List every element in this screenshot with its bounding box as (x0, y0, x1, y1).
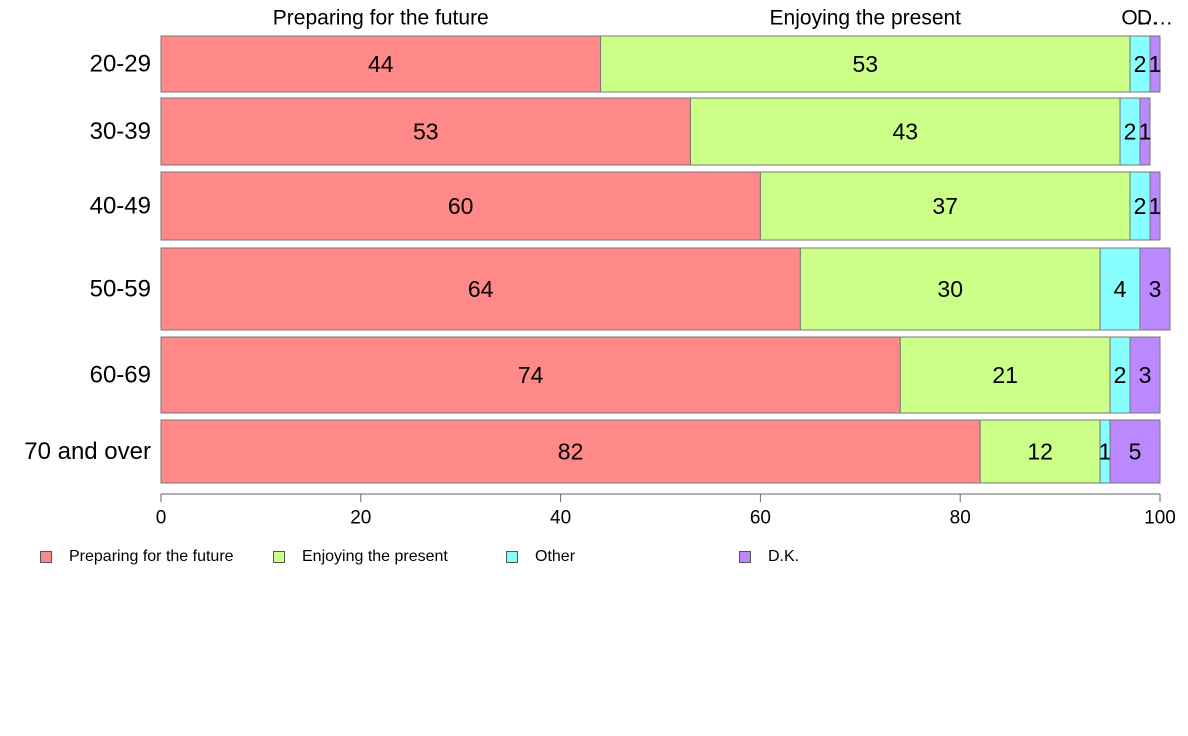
data-label-d-k-50-59: 3 (1149, 276, 1162, 302)
data-label-enjoying-the-present-70-and-over: 12 (1027, 439, 1053, 465)
data-label-enjoying-the-present-40-49: 37 (932, 193, 958, 219)
bar-enjoying-the-present-60-69 (899, 336, 1111, 414)
legend-item-preparing: Preparing for the future (40, 548, 234, 566)
bar-preparing-for-the-future-40-49 (160, 171, 761, 241)
column-header-preparing-for-the-future: Preparing for the future (273, 7, 489, 30)
data-label-preparing-for-the-future-40-49: 60 (448, 193, 474, 219)
category-labels: 20-29 30-39 40-49 50-59 60-69 70 and over (24, 51, 151, 466)
bar-d-k-20-29 (1149, 35, 1161, 93)
x-tick-label-20: 20 (350, 508, 371, 529)
data-label-other-20-29: 2 (1134, 51, 1147, 77)
column-headers: Preparing for the future Enjoying the pre… (273, 7, 1173, 30)
column-header-other: O… (1121, 7, 1158, 30)
data-label-d-k-60-69: 3 (1139, 362, 1152, 388)
bar-preparing-for-the-future-50-59 (160, 247, 801, 331)
data-label-enjoying-the-present-30-39: 43 (892, 119, 918, 145)
legend-swatch-enjoying (273, 551, 285, 563)
legend-item-enjoying: Enjoying the present (273, 548, 448, 566)
bar-preparing-for-the-future-70-and-over (160, 419, 981, 484)
legend-label-dk: D.K. (768, 548, 800, 565)
data-label-preparing-for-the-future-30-39: 53 (413, 119, 439, 145)
category-label-70-and-over: 70 and over (24, 438, 151, 465)
legend-swatch-dk (739, 551, 751, 563)
bar-d-k-50-59 (1139, 247, 1171, 331)
x-tick-label-100: 100 (1144, 508, 1176, 529)
bar-other-50-59 (1099, 247, 1141, 331)
bar-d-k-40-49 (1149, 171, 1161, 241)
legend-item-dk: D.K. (739, 548, 799, 566)
column-header-d-k: D… (1137, 7, 1173, 30)
bar-preparing-for-the-future-30-39 (160, 97, 691, 166)
bar-area: 44 53 2 153 43 2 160 37 2 164 30 4 374 21 2 382 12 1 5 (160, 35, 1171, 484)
data-label-other-60-69: 2 (1114, 362, 1127, 388)
data-label-d-k-70-and-over: 5 (1129, 439, 1142, 465)
category-label-50-59: 50-59 (90, 276, 151, 303)
data-label-enjoying-the-present-20-29: 53 (852, 51, 878, 77)
x-axis: 0 20 40 60 80 100 (156, 493, 1176, 529)
category-label-40-49: 40-49 (90, 193, 151, 220)
data-label-enjoying-the-present-60-69: 21 (992, 362, 1018, 388)
bar-d-k-30-39 (1139, 97, 1151, 166)
data-label-d-k-20-29: 1 (1149, 51, 1162, 77)
bar-d-k-60-69 (1129, 336, 1161, 414)
column-header-enjoying-the-present: Enjoying the present (770, 7, 962, 30)
data-label-d-k-30-39: 1 (1139, 119, 1152, 145)
x-tick-label-60: 60 (750, 508, 771, 529)
data-label-other-50-59: 4 (1114, 276, 1127, 302)
data-label-preparing-for-the-future-50-59: 64 (468, 276, 494, 302)
bar-d-k-70-and-over (1109, 419, 1161, 484)
bar-enjoying-the-present-20-29 (600, 35, 1131, 93)
bar-preparing-for-the-future-60-69 (160, 336, 901, 414)
legend-item-other: Other (506, 548, 575, 566)
data-label-preparing-for-the-future-60-69: 74 (518, 362, 544, 388)
data-label-other-70-and-over: 1 (1099, 439, 1112, 465)
bar-enjoying-the-present-70-and-over (979, 419, 1101, 484)
x-tick-label-40: 40 (550, 508, 571, 529)
data-label-preparing-for-the-future-70-and-over: 82 (558, 439, 584, 465)
data-label-other-30-39: 2 (1124, 119, 1137, 145)
data-label-preparing-for-the-future-20-29: 44 (368, 51, 394, 77)
data-label-d-k-40-49: 1 (1149, 193, 1162, 219)
bar-enjoying-the-present-40-49 (759, 171, 1131, 241)
legend-label-enjoying: Enjoying the present (302, 548, 448, 565)
bar-enjoying-the-present-50-59 (799, 247, 1101, 331)
category-label-30-39: 30-39 (90, 118, 151, 145)
data-label-other-40-49: 2 (1134, 193, 1147, 219)
legend-swatch-preparing (40, 551, 52, 563)
category-label-20-29: 20-29 (90, 51, 151, 78)
category-label-60-69: 60-69 (90, 362, 151, 389)
legend-label-other: Other (535, 548, 576, 565)
legend-label-preparing: Preparing for the future (69, 548, 234, 565)
legend-swatch-other (506, 551, 518, 563)
x-tick-label-80: 80 (950, 508, 971, 529)
x-tick-label-0: 0 (156, 508, 167, 529)
data-label-enjoying-the-present-50-59: 30 (937, 276, 963, 302)
